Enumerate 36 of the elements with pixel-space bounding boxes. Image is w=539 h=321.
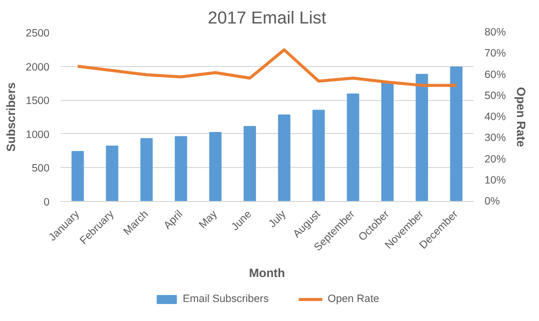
y-tick-label: 2000	[26, 61, 50, 74]
y2-tick-label: 60%	[484, 68, 506, 81]
y-axis-title: Subscribers	[4, 82, 18, 152]
y2-tick-label: 30%	[484, 132, 506, 144]
y2-tick-label: 0%	[484, 196, 500, 208]
bar	[209, 132, 222, 202]
y2-tick-label: 80%	[484, 26, 506, 38]
x-tick-label: May	[196, 208, 220, 231]
y-tick-label: 2500	[26, 28, 50, 40]
bar	[140, 138, 153, 202]
bar	[278, 114, 290, 202]
y2-tick-label: 20%	[484, 153, 506, 166]
bar	[244, 126, 256, 202]
line-series	[76, 48, 458, 87]
y-tick-label: 1500	[26, 95, 50, 108]
y2-tick-label: 10%	[484, 174, 506, 186]
bar	[416, 74, 428, 202]
y2-tick-label: 50%	[484, 90, 506, 102]
bar	[72, 150, 84, 202]
bar	[312, 110, 325, 202]
chart-title: 2017 Email List	[208, 8, 326, 28]
bar	[381, 82, 394, 202]
y2-tick-label: 40%	[484, 111, 506, 123]
y2-tick-label: 70%	[484, 48, 506, 60]
bar	[346, 94, 360, 202]
y-tick-label: 0	[44, 196, 50, 208]
y-tick-label: 1000	[26, 128, 50, 141]
bar	[106, 146, 118, 202]
y-tick-label: 500	[32, 162, 50, 175]
legend-label: Open Rate	[328, 293, 380, 305]
x-tick-label: July	[266, 208, 289, 230]
bar	[174, 136, 188, 202]
bar	[450, 66, 462, 202]
x-axis-title: Month	[249, 266, 285, 280]
legend-label: Email Subscribers	[182, 293, 269, 305]
y2-axis-title: Open Rate	[514, 86, 528, 148]
